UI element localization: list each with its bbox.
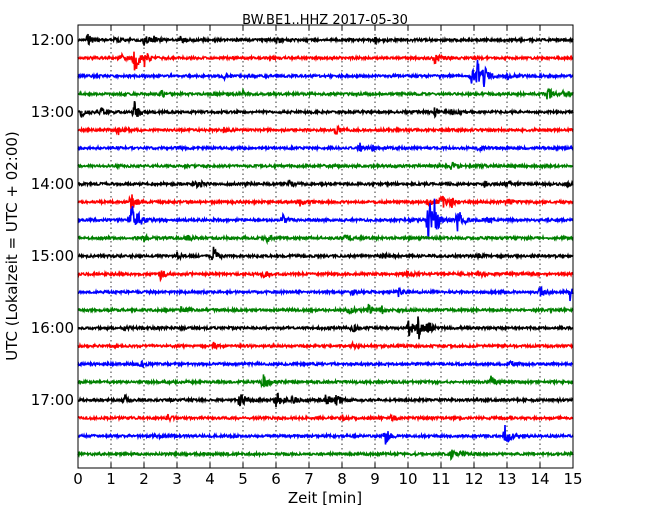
- chart-title: BW.BE1..HHZ 2017-05-30: [242, 13, 408, 28]
- x-tick-label: 12: [464, 470, 483, 488]
- y-tick-label: 12:00: [31, 31, 74, 49]
- x-tick-label: 1: [106, 470, 116, 488]
- y-tick-label: 16:00: [31, 319, 74, 337]
- trace-line: [77, 449, 574, 462]
- x-axis: 0 1 2 3 4 5 6 7 8 9 10 11 12 13 14 15: [73, 25, 583, 488]
- y-axis-label: UTC (Lokalzeit = UTC + 02:00): [3, 131, 21, 361]
- trace-line: [77, 359, 574, 369]
- grid-lines: [110, 25, 541, 468]
- x-tick-label: 14: [530, 470, 549, 488]
- x-tick-label: 2: [139, 470, 149, 488]
- trace-line: [77, 316, 574, 340]
- y-tick-label: 13:00: [31, 103, 74, 121]
- trace-line: [77, 285, 574, 302]
- trace-line: [77, 161, 574, 171]
- x-tick-label: 11: [431, 470, 450, 488]
- x-axis-label: Zeit [min]: [288, 489, 362, 507]
- y-tick-label: 14:00: [31, 175, 74, 193]
- x-tick-label: 15: [563, 470, 582, 488]
- trace-group: [77, 33, 574, 462]
- x-tick-label: 10: [398, 470, 417, 488]
- trace-line: [77, 178, 574, 190]
- x-tick-label: 8: [337, 470, 347, 488]
- trace-line: [77, 424, 574, 445]
- trace-line: [77, 51, 574, 71]
- trace-line: [77, 198, 574, 240]
- trace-line: [77, 87, 574, 100]
- trace-line: [77, 142, 574, 154]
- trace-line: [78, 246, 574, 262]
- y-tick-label: 17:00: [31, 391, 74, 409]
- x-tick-label: 9: [370, 470, 380, 488]
- trace-line: [77, 124, 574, 136]
- plot-frame: [77, 24, 574, 469]
- trace-line: [77, 59, 574, 87]
- x-tick-label: 6: [271, 470, 281, 488]
- trace-line: [77, 339, 574, 352]
- x-tick-label: 5: [238, 470, 248, 488]
- trace-line: [77, 374, 574, 389]
- trace-line: [77, 232, 574, 246]
- trace-line: [77, 392, 574, 408]
- x-tick-label: 13: [497, 470, 516, 488]
- trace-line: [77, 194, 574, 211]
- x-tick-label: 4: [205, 470, 215, 488]
- trace-line: [77, 412, 574, 424]
- y-axis: 12:00 13:00 14:00 15:00 16:00 17:00: [31, 31, 83, 409]
- trace-line: [77, 100, 574, 119]
- trace-line: [77, 303, 574, 315]
- trace-line: [77, 269, 574, 283]
- x-tick-label: 3: [172, 470, 182, 488]
- trace-line: [77, 33, 574, 46]
- x-tick-label: 0: [73, 470, 83, 488]
- y-tick-label: 15:00: [31, 247, 74, 265]
- x-tick-label: 7: [304, 470, 314, 488]
